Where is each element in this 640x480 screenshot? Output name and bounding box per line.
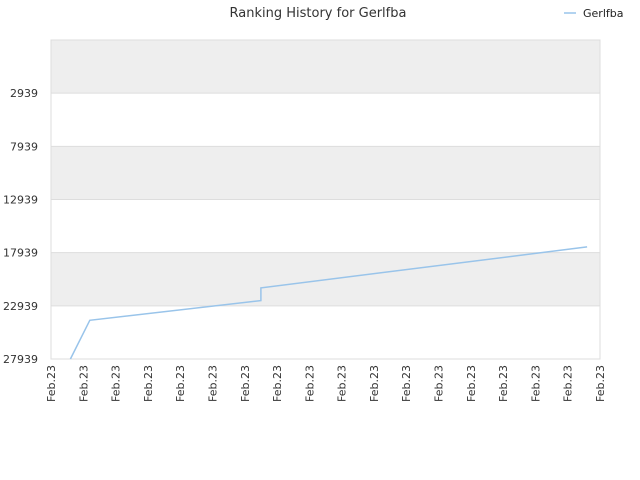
x-tick-label: Feb.23 [110,365,123,402]
x-tick-label: Feb.23 [206,365,219,402]
x-tick-label: Feb.23 [497,365,510,402]
y-tick-label: 17939 [3,247,38,260]
x-tick-label: Feb.23 [433,365,446,402]
y-tick-label: 27939 [3,353,38,366]
y-tick-label: 12939 [3,194,38,207]
x-tick-label: Feb.23 [336,365,349,402]
plot-band [51,146,600,200]
x-tick-label: Feb.23 [562,365,575,402]
legend-label: Gerlfba [583,7,623,20]
plot-frame [50,39,601,360]
plot-band [51,305,600,359]
x-tick-label: Feb.23 [271,365,284,402]
chart-title: Ranking History for Gerlfba [230,6,407,21]
y-tick-label: 22939 [3,300,38,313]
x-tick-label: Feb.23 [45,365,58,402]
x-tick-label: Feb.23 [368,365,381,402]
x-tick-label: Feb.23 [594,365,607,402]
x-tick-label: Feb.23 [239,365,252,402]
y-tick-label: 7939 [10,140,38,153]
x-tick-label: Feb.23 [77,365,90,402]
series-layer [69,246,588,360]
x-axis-ticks: Feb.23 Feb.23 Feb.23 Feb.23 Feb.23 Feb.23 Feb.… [45,365,607,402]
x-tick-label: Feb.23 [142,365,155,402]
plot-band [51,93,600,147]
plot-band [51,40,600,94]
x-tick-label: Feb.23 [400,365,413,402]
x-tick-label: Feb.23 [529,365,542,402]
plot-band [51,199,600,253]
y-tick-label: 2939 [10,87,38,100]
x-tick-label: Feb.23 [174,365,187,402]
x-tick-label: Feb.23 [303,365,316,402]
x-tick-label: Feb.23 [465,365,478,402]
series-line-gerlfba [69,246,588,360]
y-axis-ticks: 2939 7939 12939 17939 22939 27939 [3,87,38,366]
